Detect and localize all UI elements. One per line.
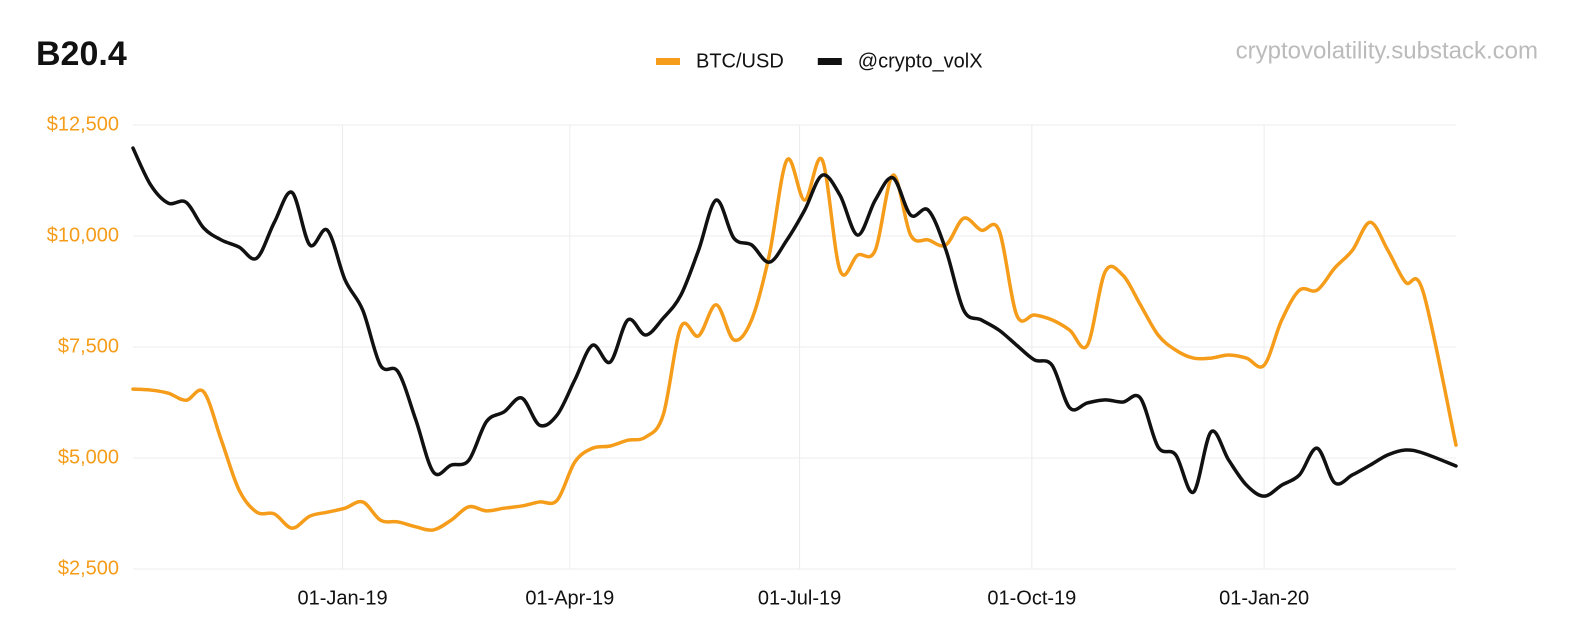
y-tick-label: $5,000 (58, 446, 119, 468)
x-tick-label: 01-Jul-19 (758, 587, 841, 609)
lines (131, 146, 1458, 532)
y-tick-label: $2,500 (58, 557, 119, 579)
chart-title: B20.4 (36, 35, 127, 73)
watermark: cryptovolatility.substack.com (1236, 37, 1538, 64)
grid (133, 124, 1456, 570)
x-tick-label: 01-Apr-19 (525, 587, 614, 609)
x-tick-label: 01-Jan-19 (298, 587, 388, 609)
x-tick-label: 01-Jan-20 (1219, 587, 1309, 609)
legend-swatch (817, 58, 842, 65)
labels: $2,500 $5,000 $7,500 $10,000 $12,500 01-Jan-1… (47, 113, 1309, 609)
legend-label: BTC/USD (696, 50, 784, 72)
legend-label: @crypto_volX (858, 50, 983, 72)
series-line (131, 156, 1458, 532)
y-tick-label: $10,000 (47, 224, 119, 246)
legend: BTC/USD @crypto_volX (656, 50, 983, 72)
legend-swatch (656, 58, 680, 65)
y-tick-label: $12,500 (47, 113, 119, 135)
x-tick-label: 01-Oct-19 (987, 587, 1076, 609)
series-line (131, 146, 1458, 498)
y-tick-label: $7,500 (58, 335, 119, 357)
